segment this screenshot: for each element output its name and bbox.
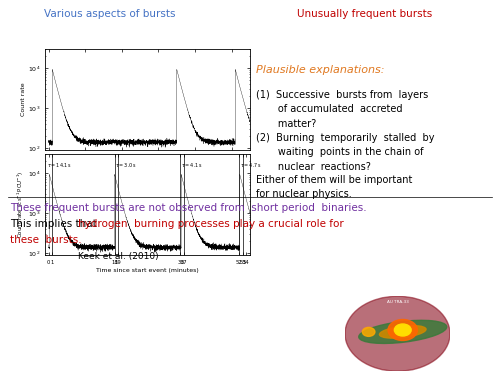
Text: AU TRA-33: AU TRA-33 [386, 300, 408, 304]
Text: $\tau=14.1\,\mathrm{s}$: $\tau=14.1\,\mathrm{s}$ [47, 161, 72, 169]
Ellipse shape [380, 326, 426, 338]
Text: hydrogen  burning processes play a crucial role for: hydrogen burning processes play a crucia… [78, 219, 344, 229]
Text: This implies that: This implies that [10, 219, 104, 229]
Text: Various aspects of bursts: Various aspects of bursts [44, 9, 176, 19]
Text: Either of them will be important
for nuclear physics.: Either of them will be important for nuc… [256, 175, 412, 199]
Text: Plausible explanations:: Plausible explanations: [256, 65, 384, 75]
Ellipse shape [358, 320, 447, 344]
Circle shape [388, 320, 418, 340]
Y-axis label: Count rate ($\mathrm{c\,s^{-1}\,PCU^{-1}}$): Count rate ($\mathrm{c\,s^{-1}\,PCU^{-1}… [16, 171, 26, 238]
Text: $\tau=4.7\,\mathrm{s}$: $\tau=4.7\,\mathrm{s}$ [240, 161, 261, 169]
Ellipse shape [345, 296, 450, 371]
Text: $\tau=3.0\,\mathrm{s}$: $\tau=3.0\,\mathrm{s}$ [116, 161, 137, 169]
Circle shape [362, 327, 375, 336]
Circle shape [394, 324, 411, 336]
Text: Keek et al. (2010): Keek et al. (2010) [78, 252, 158, 261]
Text: (1)  Successive  bursts from  layers
       of accumulated  accreted
       matt: (1) Successive bursts from layers of acc… [256, 90, 428, 129]
Text: $\tau=4.1\,\mathrm{s}$: $\tau=4.1\,\mathrm{s}$ [181, 161, 203, 169]
Text: Unusually frequent bursts: Unusually frequent bursts [298, 9, 432, 19]
Text: these  bursts.: these bursts. [10, 235, 82, 245]
Text: These frequent bursts are not observed from  short period  binaries.: These frequent bursts are not observed f… [10, 203, 366, 213]
Text: (2)  Burning  temporarily  stalled  by
       waiting  points in the chain of
  : (2) Burning temporarily stalled by waiti… [256, 133, 434, 172]
Y-axis label: Count rate: Count rate [21, 82, 26, 116]
X-axis label: Time since start event (minutes): Time since start event (minutes) [96, 268, 199, 273]
